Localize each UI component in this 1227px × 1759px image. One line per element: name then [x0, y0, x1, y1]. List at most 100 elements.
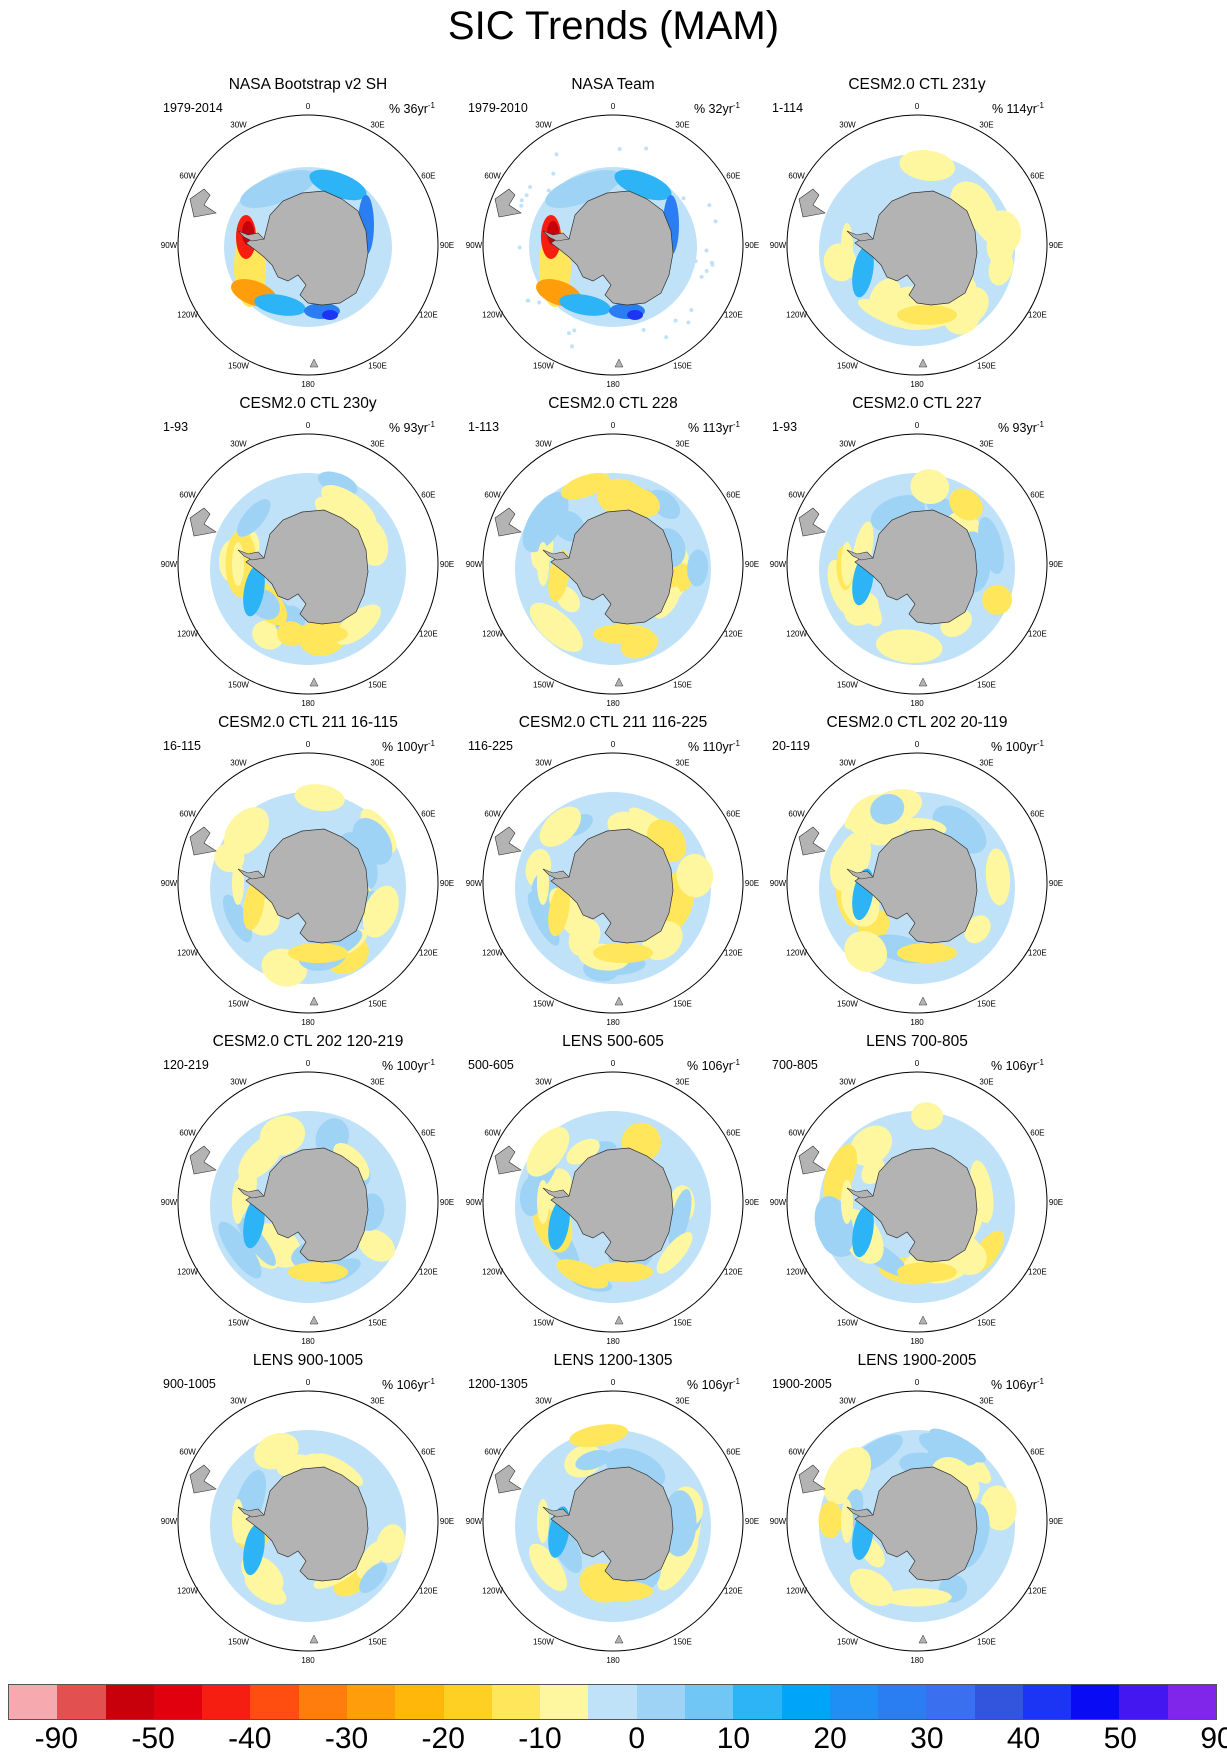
panel-trend-unit: % 114yr-1 — [992, 99, 1044, 116]
south-america-tip — [798, 826, 826, 856]
longitude-label: 0 — [915, 102, 920, 111]
longitude-label: 90W — [770, 1517, 787, 1526]
panel-trend-unit: % 106yr-1 — [687, 1056, 740, 1073]
panel-year-range: 1-93 — [163, 420, 189, 434]
longitude-label: 0 — [915, 421, 920, 430]
map-boundary — [482, 752, 744, 1014]
colorbar-tick-label: -10 — [518, 1722, 562, 1755]
longitude-label: 90W — [161, 1198, 178, 1207]
map-panel: LENS 700-805 700-805 % 106yr-1 0 30E 60E 90E 12… — [752, 1033, 1082, 1349]
longitude-label: 90W — [161, 879, 178, 888]
longitude-label: 150W — [228, 361, 249, 370]
antarctic-peninsula — [542, 868, 570, 880]
longitude-label: 120W — [482, 1587, 503, 1596]
colorbar-tick-label: -40 — [228, 1722, 272, 1755]
panel-trend-unit-text: % 32yr — [693, 102, 733, 117]
longitude-label: 120W — [177, 311, 198, 320]
longitude-label: 150E — [673, 680, 692, 689]
longitude-label: 150E — [977, 1637, 996, 1646]
longitude-label: 90E — [440, 560, 454, 569]
longitude-label: 150W — [533, 1318, 554, 1327]
map-boundary — [177, 1390, 439, 1652]
panel-trend-unit-exponent: -1 — [427, 1058, 435, 1067]
panel-trend-unit: % 106yr-1 — [991, 1375, 1044, 1392]
south-america-tip — [189, 1464, 217, 1494]
panel-trend-unit-text: % 110yr — [687, 740, 733, 755]
longitude-label: 150E — [673, 1318, 692, 1327]
longitude-label: 60E — [1030, 1129, 1044, 1138]
antarctica-landmass — [550, 190, 674, 306]
longitude-label: 150W — [837, 1637, 858, 1646]
longitude-label: 150E — [977, 1318, 996, 1327]
colorbar-tick-label: -50 — [131, 1722, 175, 1755]
longitude-label: 150W — [228, 1318, 249, 1327]
colorbar-swatch — [878, 1685, 927, 1719]
colorbar-swatch — [1167, 1685, 1217, 1719]
longitude-label: 60W — [179, 172, 196, 181]
map-boundary — [786, 433, 1048, 695]
longitude-label: 120E — [1028, 949, 1047, 958]
longitude-label: 60W — [484, 172, 501, 181]
antarctic-peninsula — [846, 1187, 874, 1199]
longitude-label: 0 — [611, 102, 616, 111]
longitude-label: 60E — [1030, 1448, 1044, 1457]
longitude-label: 180 — [910, 1656, 924, 1665]
panel-year-range: 120-219 — [163, 1058, 209, 1072]
longitude-label: 180 — [910, 380, 924, 389]
panel-year-range: 1900-2005 — [772, 1377, 832, 1391]
colorbar-swatch — [9, 1685, 58, 1719]
longitude-label: 150E — [368, 361, 387, 370]
colorbar-tick-label: -30 — [324, 1722, 369, 1755]
panel-trend-unit-text: % 106yr — [991, 1059, 1037, 1074]
longitude-label: 90E — [440, 879, 454, 888]
longitude-label: 120E — [1028, 630, 1047, 639]
panel-trend-unit-exponent: -1 — [732, 1377, 740, 1386]
south-america-tip — [189, 826, 217, 856]
longitude-label: 90W — [466, 1198, 483, 1207]
polar-map: 0 30E 60E 90E 120E 150E 180 150W 120W 90W 60W 30W — [161, 1059, 454, 1346]
antarctica-landmass — [245, 828, 369, 944]
south-america-tip — [494, 507, 522, 537]
panel-trend-unit-text: % 106yr — [687, 1378, 733, 1393]
map-panel: CESM2.0 CTL 227 1-93 % 93yr-1 0 30E 60E 90E 120… — [752, 395, 1082, 711]
longitude-label: 30W — [535, 759, 552, 768]
polar-map: 0 30E 60E 90E 120E 150E 180 150W 120W 90W 60W 30W — [770, 1378, 1063, 1665]
longitude-label: 150E — [977, 680, 996, 689]
antarctica-landmass — [245, 1466, 369, 1582]
colorbar-swatch — [105, 1685, 154, 1719]
longitude-label: 90E — [745, 241, 759, 250]
longitude-label: 60E — [1030, 810, 1044, 819]
antarctic-peninsula — [237, 1506, 265, 1518]
colorbar-tick-label: 30 — [910, 1722, 944, 1755]
map-panel: LENS 500-605 500-605 % 106yr-1 0 30E 60E 90E 12… — [448, 1033, 778, 1349]
longitude-label: 150E — [977, 999, 996, 1008]
longitude-label: 60E — [726, 172, 740, 181]
longitude-label: 150W — [228, 999, 249, 1008]
panel-trend-unit: % 106yr-1 — [687, 1375, 740, 1392]
panel-year-range: 500-605 — [468, 1058, 514, 1072]
panel-title: LENS 1900-2005 — [857, 1352, 977, 1369]
longitude-label: 120W — [177, 1587, 198, 1596]
panel-trend-unit-exponent: -1 — [732, 1058, 740, 1067]
panel-trend-unit: % 106yr-1 — [382, 1375, 435, 1392]
panel-trend-unit-exponent: -1 — [1036, 1377, 1044, 1386]
panel-trend-unit-text: % 93yr — [997, 421, 1037, 436]
longitude-label: 120E — [724, 1268, 743, 1277]
longitude-label: 120W — [786, 1268, 807, 1277]
longitude-label: 120E — [724, 949, 743, 958]
panel-trend-unit-exponent: -1 — [427, 739, 435, 748]
panel-trend-unit-exponent: -1 — [732, 420, 740, 429]
panel-trend-unit: % 93yr-1 — [389, 418, 435, 435]
polar-map: 0 30E 60E 90E 120E 150E 180 150W 120W 90W 60W 30W — [161, 740, 454, 1027]
map-boundary — [786, 1071, 1048, 1333]
new-zealand-tip — [918, 1315, 928, 1325]
longitude-label: 60E — [421, 1129, 435, 1138]
panel-title: LENS 1200-1305 — [553, 1352, 673, 1369]
new-zealand-tip — [918, 1634, 928, 1644]
colorbar-swatch — [1071, 1685, 1120, 1719]
longitude-label: 150W — [228, 680, 249, 689]
longitude-label: 180 — [910, 1337, 924, 1346]
longitude-label: 60W — [788, 810, 805, 819]
longitude-label: 90W — [770, 879, 787, 888]
panel-trend-unit: % 113yr-1 — [688, 418, 740, 435]
